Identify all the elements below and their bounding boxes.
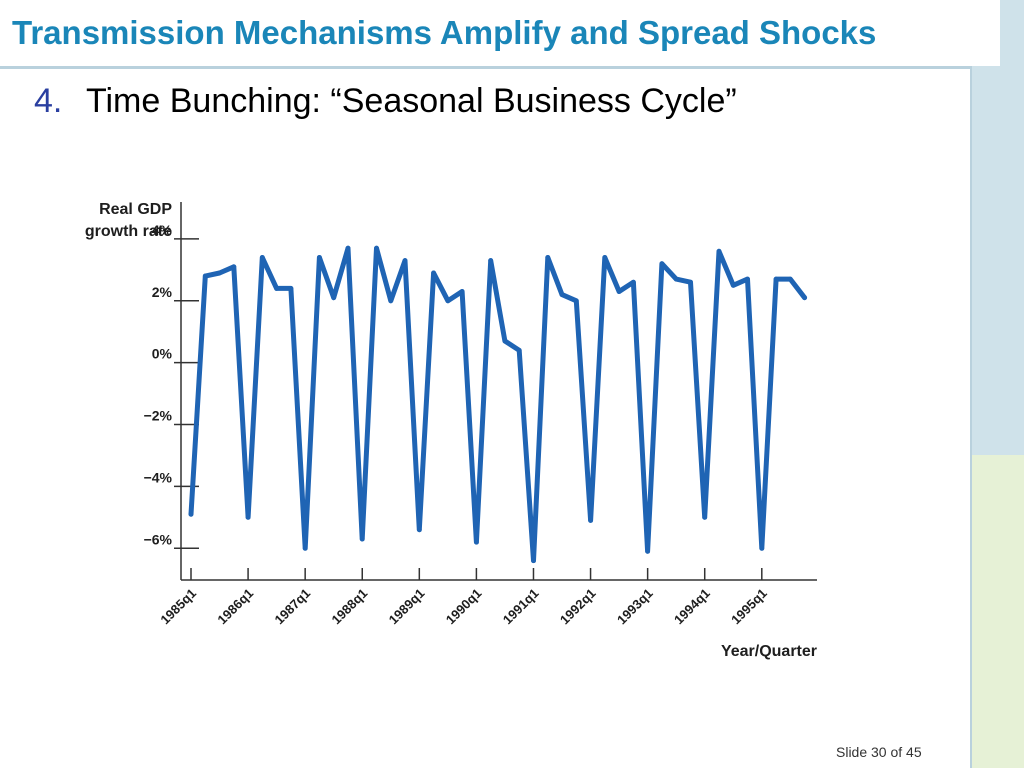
y-tick-label: −4% bbox=[144, 469, 173, 485]
data-point bbox=[688, 279, 693, 285]
data-point bbox=[188, 511, 194, 517]
background-panel-top bbox=[970, 0, 1024, 455]
data-point bbox=[730, 282, 736, 288]
x-tick-label: 1989q1 bbox=[386, 586, 428, 628]
y-tick-label: 2% bbox=[152, 284, 173, 300]
y-tick-label: 4% bbox=[152, 222, 173, 238]
data-point bbox=[759, 545, 765, 551]
data-point bbox=[802, 295, 808, 301]
data-point bbox=[516, 347, 522, 353]
x-tick-label: 1985q1 bbox=[157, 586, 199, 628]
data-point bbox=[559, 292, 565, 298]
data-point bbox=[787, 276, 793, 282]
bullet-number: 4. bbox=[34, 82, 63, 120]
data-point bbox=[773, 276, 779, 282]
data-point bbox=[630, 279, 636, 285]
x-tick-label: 1986q1 bbox=[214, 586, 256, 628]
y-axis-ticks: 4% 2% 0% −2% −4% −6% bbox=[144, 222, 199, 550]
data-point bbox=[702, 514, 708, 520]
data-point bbox=[217, 270, 222, 276]
data-point bbox=[602, 255, 608, 260]
data-point bbox=[302, 545, 308, 551]
data-point bbox=[445, 298, 451, 304]
x-axis-ticks: 1985q1 1986q1 1987q1 1988q1 1989q1 1990q1 1991… bbox=[157, 568, 770, 627]
x-tick-label: 1995q1 bbox=[728, 586, 770, 628]
slide-number: Slide 30 of 45 bbox=[836, 744, 922, 760]
data-point bbox=[231, 264, 237, 270]
data-point bbox=[545, 255, 551, 260]
data-point bbox=[317, 255, 322, 260]
data-point bbox=[202, 273, 208, 279]
bullet-text: Time Bunching: “Seasonal Business Cycle” bbox=[86, 82, 737, 120]
title-divider bbox=[0, 66, 972, 69]
data-point bbox=[331, 295, 337, 301]
slide-title: Transmission Mechanisms Amplify and Spre… bbox=[12, 14, 877, 51]
data-point bbox=[616, 289, 622, 294]
data-point bbox=[588, 518, 593, 523]
data-point bbox=[416, 527, 422, 533]
y-axis-label-line1: Real GDP bbox=[99, 201, 172, 218]
y-tick-label: −6% bbox=[144, 531, 173, 547]
data-point bbox=[645, 548, 651, 554]
y-tick-label: 0% bbox=[152, 346, 173, 362]
x-tick-label: 1993q1 bbox=[614, 586, 656, 628]
data-point bbox=[502, 338, 508, 344]
x-tick-label: 1988q1 bbox=[329, 586, 371, 628]
data-point bbox=[274, 286, 280, 291]
x-axis-label: Year/Quarter bbox=[721, 643, 817, 660]
title-bar: Transmission Mechanisms Amplify and Spre… bbox=[0, 0, 1000, 66]
data-point bbox=[359, 536, 365, 542]
data-point bbox=[431, 270, 436, 276]
x-tick-label: 1991q1 bbox=[500, 586, 542, 628]
background-panel-bottom bbox=[970, 455, 1024, 768]
series-line-gdp-growth bbox=[188, 245, 808, 564]
data-point bbox=[673, 276, 679, 282]
x-tick-label: 1992q1 bbox=[557, 586, 599, 628]
data-point bbox=[459, 289, 465, 294]
data-point bbox=[388, 298, 394, 304]
gdp-growth-chart: Real GDP growth rate 4% 2% 0% −2% −4% −6% 198… bbox=[85, 201, 817, 660]
data-point bbox=[573, 298, 579, 304]
data-point bbox=[531, 558, 536, 564]
data-point bbox=[245, 514, 251, 520]
data-point bbox=[374, 245, 379, 251]
y-tick-label: −2% bbox=[144, 408, 173, 424]
content-panel bbox=[0, 69, 972, 768]
data-point bbox=[659, 261, 665, 267]
data-points bbox=[188, 245, 808, 564]
data-point bbox=[259, 255, 265, 260]
data-point bbox=[345, 245, 351, 251]
x-tick-label: 1987q1 bbox=[271, 586, 313, 628]
data-point bbox=[716, 248, 722, 254]
data-point bbox=[288, 286, 294, 291]
data-point bbox=[745, 276, 750, 282]
x-tick-label: 1994q1 bbox=[671, 586, 713, 628]
x-tick-label: 1990q1 bbox=[443, 586, 485, 628]
data-point bbox=[488, 258, 494, 263]
y-axis-label-line2: growth rate bbox=[85, 223, 172, 240]
data-point bbox=[402, 258, 408, 263]
data-point bbox=[474, 539, 479, 545]
